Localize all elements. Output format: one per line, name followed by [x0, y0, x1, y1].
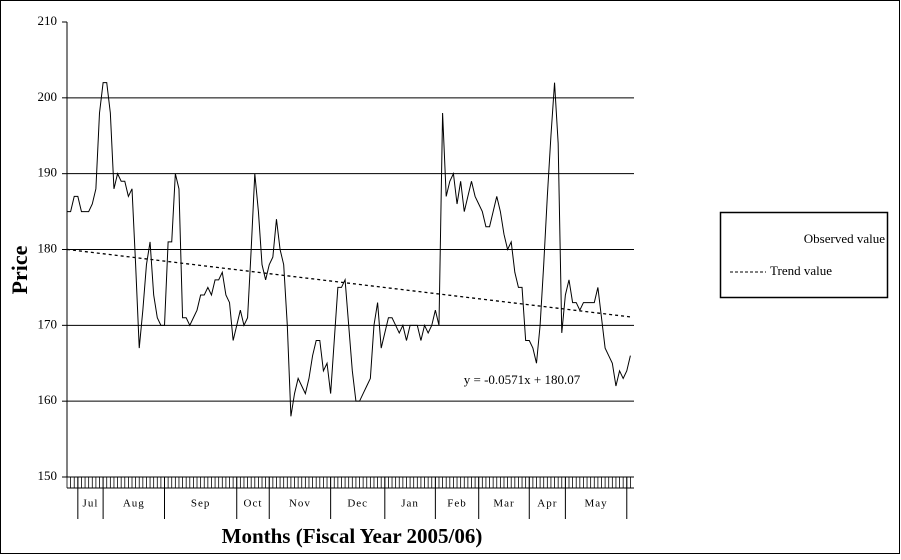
month-label: Dec	[347, 498, 368, 510]
y-axis-title: Price	[7, 245, 32, 294]
month-label: Jan	[401, 498, 419, 510]
month-label: Sep	[191, 498, 211, 510]
y-tick-label: 150	[38, 468, 58, 483]
month-label: Mar	[493, 498, 514, 510]
trend-line	[66, 248, 631, 318]
month-label: Oct	[244, 498, 263, 510]
y-tick-label: 180	[38, 240, 58, 255]
month-label: Aug	[123, 498, 145, 510]
month-label: May	[584, 498, 607, 510]
data-line	[67, 82, 631, 417]
y-tick-label: 160	[38, 392, 58, 407]
month-label: Nov	[289, 498, 311, 510]
x-axis-title: Months (Fiscal Year 2005/06)	[222, 524, 483, 548]
legend-label: Trend value	[770, 263, 832, 278]
y-tick-label: 210	[38, 13, 58, 28]
month-label: Feb	[447, 498, 467, 510]
legend-label: Observed value	[804, 231, 885, 246]
y-tick-label: 190	[38, 165, 58, 180]
y-tick-label: 200	[38, 89, 58, 104]
legend-box	[719, 211, 889, 299]
equation: y = -0.0571x + 180.07	[464, 372, 581, 387]
month-label: Apr	[537, 498, 557, 510]
y-tick-label: 170	[38, 316, 58, 331]
month-label: Jul	[83, 498, 99, 510]
